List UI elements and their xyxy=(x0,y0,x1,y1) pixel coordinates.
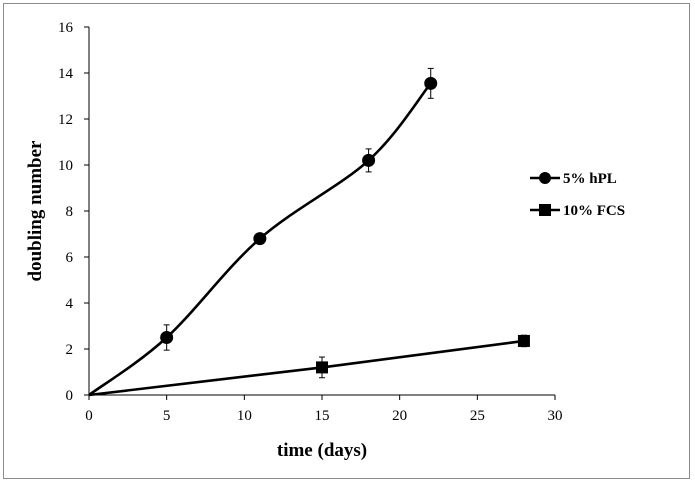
axes: 0 2 4 6 8 10 12 14 16 0 5 10 15 20 25 30 xyxy=(58,20,563,424)
y-tick-label: 0 xyxy=(66,388,74,404)
legend: 5% hPL 10% FCS xyxy=(530,171,625,219)
series-layer xyxy=(88,67,530,397)
x-tick-label: 15 xyxy=(315,408,330,424)
data-point xyxy=(517,334,530,347)
y-tick-label: 10 xyxy=(58,158,73,174)
y-tick-label: 4 xyxy=(66,296,74,312)
y-tick-label: 6 xyxy=(66,250,74,266)
legend-label: 5% hPL xyxy=(563,171,617,187)
x-tick-label: 20 xyxy=(392,408,407,424)
chart-frame xyxy=(3,3,690,479)
x-axis-title: time (days) xyxy=(277,440,367,461)
x-tick-label: 0 xyxy=(85,408,93,424)
data-point xyxy=(316,361,328,374)
legend-label: 10% FCS xyxy=(563,203,625,219)
x-tick-label: 5 xyxy=(163,408,171,424)
y-tick-label: 12 xyxy=(58,112,73,128)
data-point xyxy=(160,331,174,344)
data-point xyxy=(362,153,376,167)
y-tick-label: 14 xyxy=(58,66,74,82)
y-tick-label: 8 xyxy=(66,204,74,220)
legend-item: 10% FCS xyxy=(530,203,625,219)
series-0 xyxy=(88,67,438,397)
legend-marker xyxy=(539,172,551,184)
x-tick-label: 30 xyxy=(548,408,563,424)
series-1 xyxy=(88,334,530,397)
y-axis-title: doubling number xyxy=(25,140,46,282)
x-tick-label: 25 xyxy=(470,408,485,424)
x-tick-label: 10 xyxy=(237,408,252,424)
y-tick-label: 16 xyxy=(58,20,74,36)
legend-marker xyxy=(539,204,551,216)
legend-item: 5% hPL xyxy=(530,171,617,187)
data-point xyxy=(253,232,267,246)
y-tick-label: 2 xyxy=(66,342,74,358)
data-point xyxy=(424,76,438,90)
